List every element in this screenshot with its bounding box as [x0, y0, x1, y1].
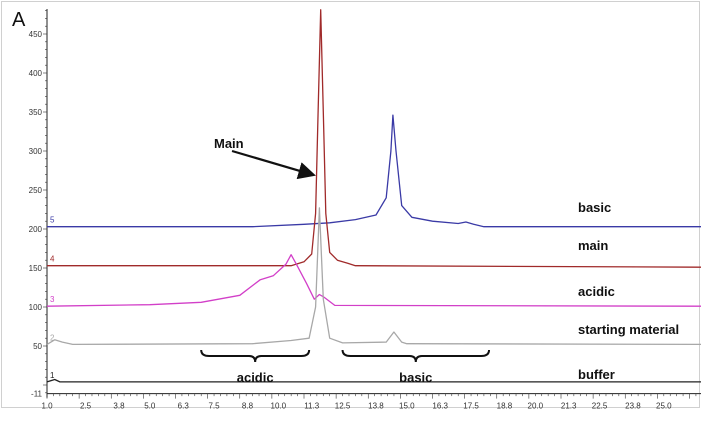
series-line-basic — [47, 114, 701, 228]
x-tick-label: 5.0 — [144, 402, 156, 411]
y-tick-label: 300 — [29, 147, 43, 156]
x-tick-label: 22.5 — [592, 402, 608, 411]
x-tick-label: 8.8 — [242, 402, 254, 411]
x-tick-label: 11.3 — [304, 402, 320, 411]
y-tick-label: 450 — [29, 30, 43, 39]
brace-label: basic — [399, 370, 432, 385]
y-tick-label: 150 — [29, 264, 43, 273]
x-tick-label: 18.8 — [497, 402, 513, 411]
series-label: buffer — [578, 367, 615, 382]
x-tick-label: 23.8 — [625, 402, 641, 411]
trace-number: 5 — [50, 216, 55, 225]
x-tick-label: 25.0 — [656, 402, 672, 411]
x-tick-label: 12.5 — [335, 402, 351, 411]
x-tick-label: 16.3 — [432, 402, 448, 411]
x-tick-label: 1.0 — [41, 402, 53, 411]
series-label: starting material — [578, 322, 679, 337]
trace-number: 4 — [50, 255, 55, 264]
x-tick-label: 10.0 — [271, 402, 287, 411]
y-tick-label: 200 — [29, 225, 43, 234]
panel-label: A — [12, 9, 26, 31]
y-tick-label: 400 — [29, 69, 43, 78]
main-annotation-label: Main — [214, 136, 244, 151]
series-line-buffer — [46, 378, 701, 383]
trace-number: 1 — [50, 371, 55, 380]
chart-frame — [1, 1, 700, 408]
brace-basic — [341, 349, 491, 363]
y-tick-label: 250 — [29, 186, 43, 195]
series-label: basic — [578, 200, 611, 215]
series-line-main — [47, 9, 701, 268]
x-tick-label: 3.8 — [113, 402, 125, 411]
y-tick-label: -11 — [31, 390, 43, 399]
x-tick-label: 15.0 — [399, 402, 415, 411]
x-tick-label: 2.5 — [80, 402, 92, 411]
y-tick-label: 350 — [29, 108, 43, 117]
y-tick-label: 100 — [29, 303, 43, 312]
brace-label: acidic — [237, 370, 274, 385]
trace-number: 3 — [50, 295, 55, 304]
brace-acidic — [200, 349, 311, 363]
x-tick-label: 7.5 — [208, 402, 220, 411]
series-label: acidic — [578, 284, 615, 299]
x-tick-label: 21.3 — [561, 402, 577, 411]
series-line-starting-material — [46, 207, 701, 346]
trace-number: 2 — [50, 333, 55, 342]
series-label: main — [578, 238, 608, 253]
x-tick-label: 13.8 — [368, 402, 384, 411]
x-tick-label: 6.3 — [178, 402, 190, 411]
x-tick-label: 20.0 — [528, 402, 544, 411]
y-tick-label: 50 — [33, 342, 42, 351]
x-tick-label: 17.5 — [463, 402, 479, 411]
main-arrow — [231, 149, 316, 180]
